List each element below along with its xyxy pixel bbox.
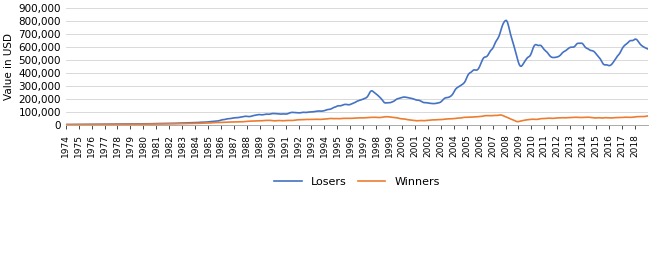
Winners: [95, 123, 103, 126]
Winners: [644, 114, 652, 118]
Y-axis label: Value in USD: Value in USD: [4, 33, 14, 100]
Winners: [507, 117, 514, 121]
Losers: [414, 98, 422, 102]
Losers: [644, 47, 652, 50]
Winners: [566, 116, 574, 119]
Losers: [473, 68, 481, 72]
Losers: [62, 123, 70, 126]
Losers: [94, 122, 102, 126]
Legend: Losers, Winners: Losers, Winners: [269, 173, 444, 192]
Losers: [565, 46, 573, 50]
Winners: [582, 116, 590, 119]
Losers: [582, 45, 589, 49]
Winners: [62, 123, 70, 126]
Winners: [497, 113, 505, 117]
Winners: [66, 123, 74, 126]
Line: Losers: Losers: [66, 20, 648, 125]
Losers: [503, 19, 511, 22]
Winners: [415, 119, 422, 122]
Line: Winners: Winners: [66, 115, 648, 125]
Losers: [506, 29, 514, 32]
Winners: [475, 115, 482, 118]
